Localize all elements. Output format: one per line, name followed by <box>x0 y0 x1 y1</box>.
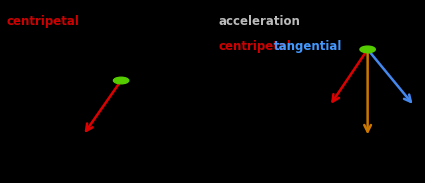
Circle shape <box>113 77 129 84</box>
Text: acceleration: acceleration <box>219 15 301 28</box>
Text: tangential: tangential <box>274 40 343 53</box>
Circle shape <box>360 46 375 53</box>
Text: centripetal: centripetal <box>219 40 292 53</box>
Text: centripetal: centripetal <box>6 15 79 28</box>
